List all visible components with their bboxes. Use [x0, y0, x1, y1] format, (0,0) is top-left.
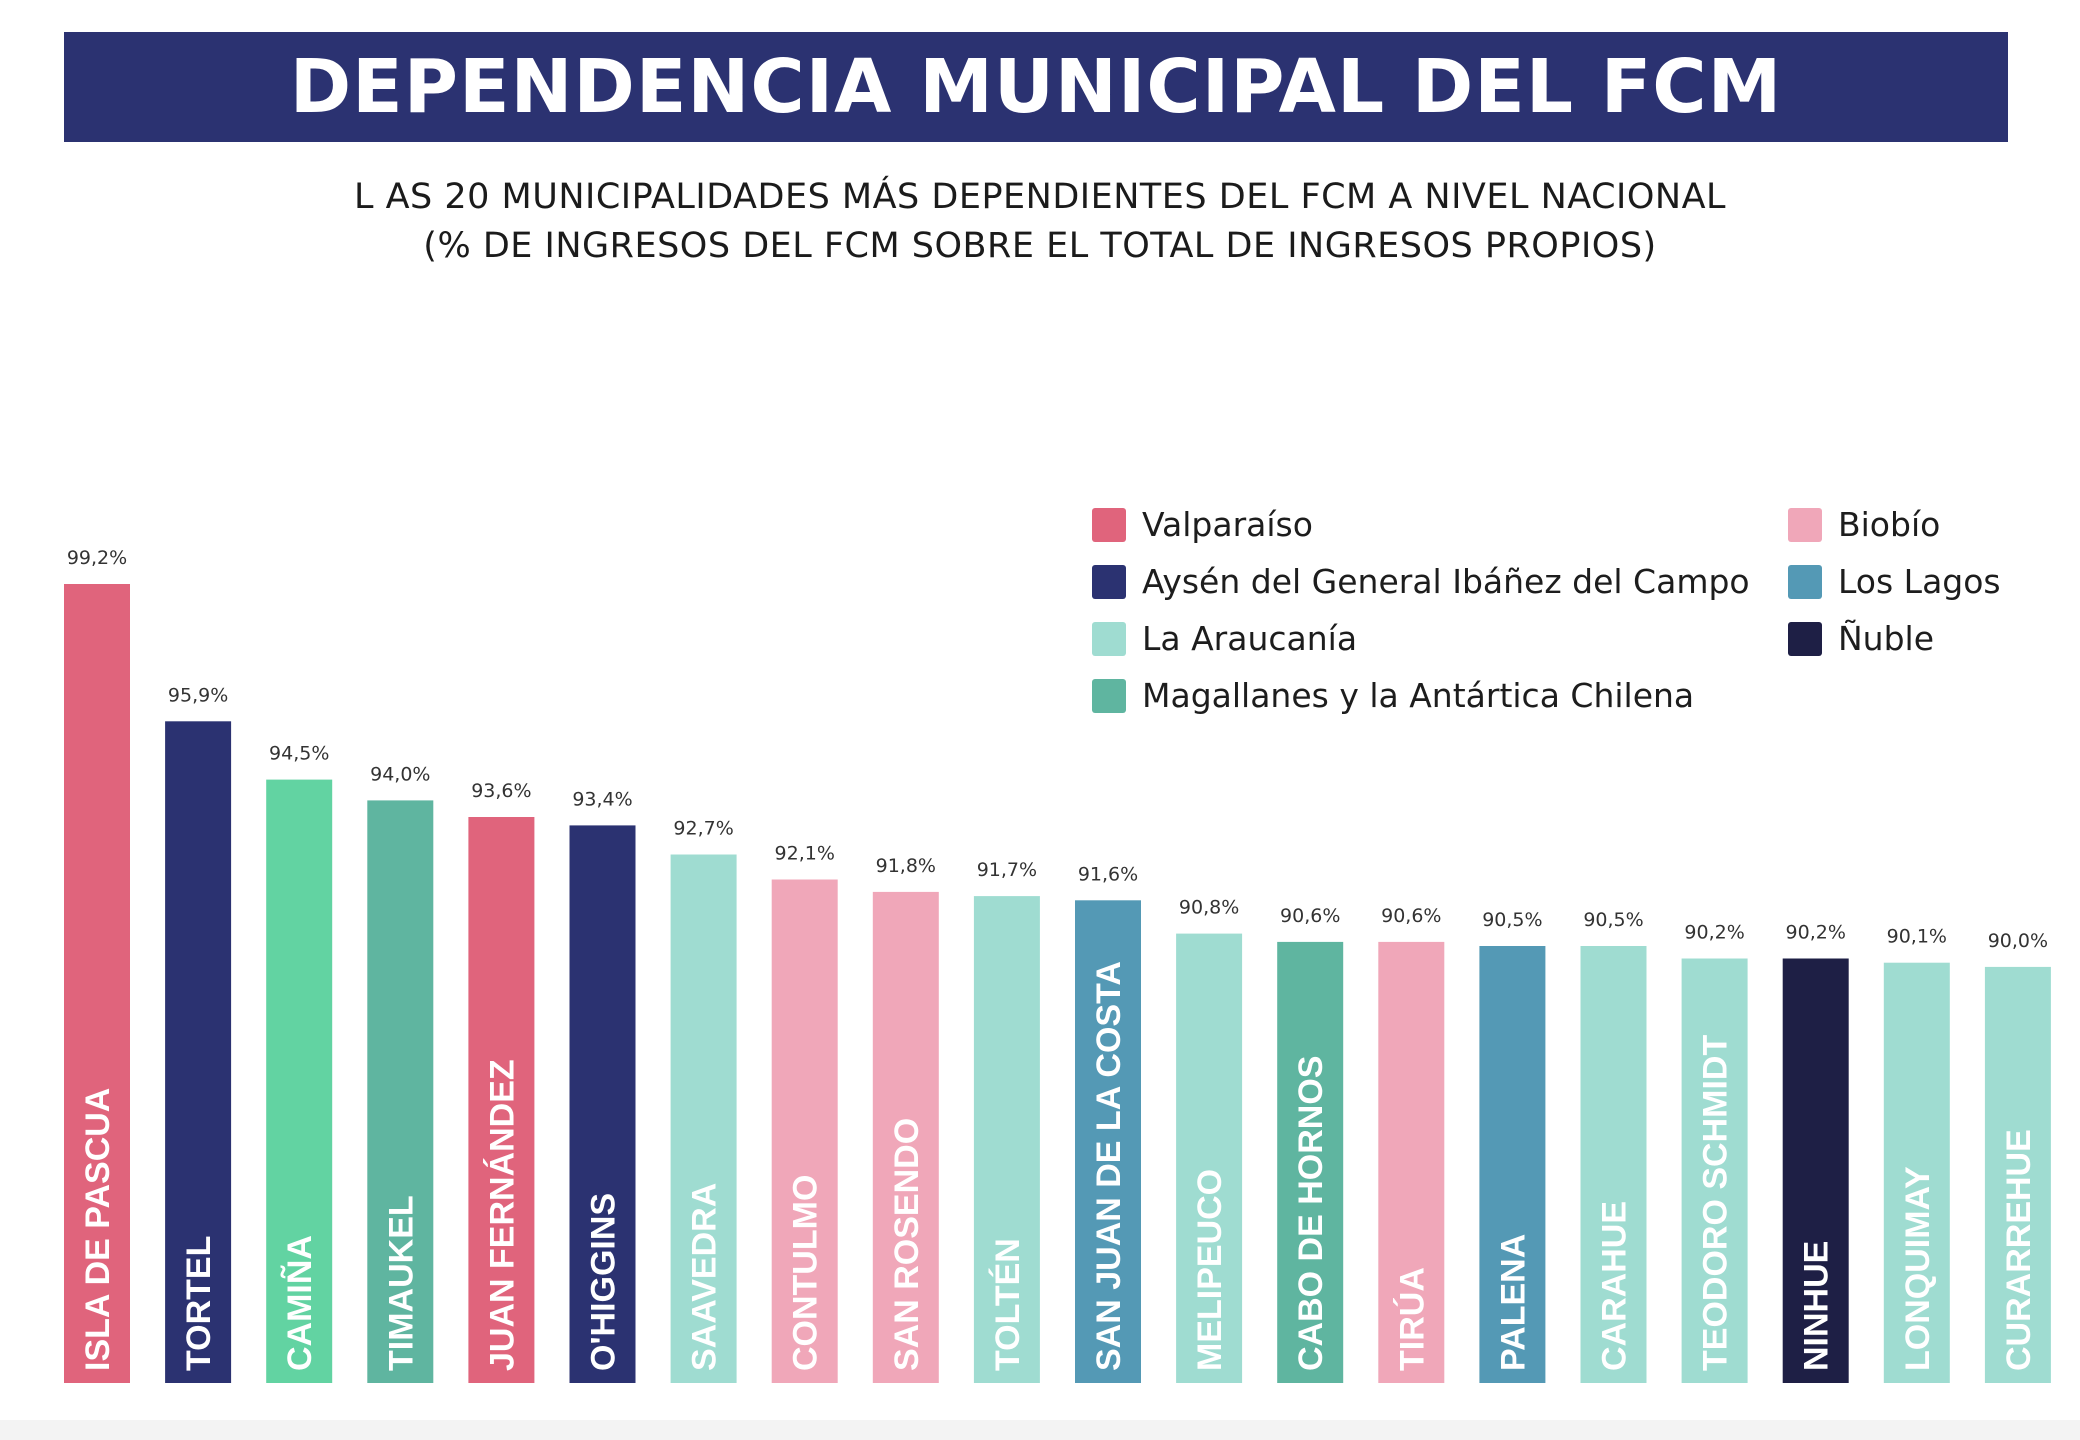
value-label-19: 90,0%: [1988, 930, 2048, 952]
legend-swatch: [1092, 678, 1126, 713]
value-label-9: 91,7%: [977, 859, 1037, 881]
bar-3: [367, 800, 434, 1383]
bar-16: [1681, 958, 1748, 1383]
legend-item-la-araucania: La Araucanía: [1092, 610, 1750, 667]
value-label-16: 90,2%: [1684, 922, 1744, 944]
category-label-17: NINHUE: [1798, 1241, 1836, 1371]
legend-swatch: [1788, 564, 1822, 599]
category-label-3: TIMAUKEL: [382, 1195, 420, 1371]
legend-label: Ñuble: [1838, 619, 1935, 658]
category-label-18: LONQUIMAY: [1899, 1166, 1937, 1371]
legend-column-2: Biobío Los Lagos Ñuble: [1788, 496, 2001, 667]
value-label-15: 90,5%: [1583, 909, 1643, 931]
value-label-11: 90,8%: [1179, 897, 1239, 919]
legend-swatch: [1092, 621, 1126, 656]
value-label-0: 99,2%: [67, 547, 127, 569]
legend-item-valparaiso: Valparaíso: [1092, 496, 1750, 553]
bar-10: [1075, 900, 1141, 1383]
category-label-13: TIRÚA: [1393, 1267, 1431, 1371]
bar-6: [670, 854, 737, 1383]
category-label-12: CABO DE HORNOS: [1292, 1056, 1330, 1371]
bar-0: [64, 584, 130, 1383]
bar-19: [1984, 966, 2051, 1383]
value-label-2: 94,5%: [269, 743, 329, 765]
category-label-15: CARAHUE: [1596, 1201, 1634, 1371]
category-label-14: PALENA: [1494, 1234, 1532, 1371]
page-title: DEPENDENCIA MUNICIPAL DEL FCM: [289, 44, 1783, 130]
legend-label: Biobío: [1838, 505, 1941, 544]
category-label-16: TEODORO SCHMIDT: [1697, 1035, 1735, 1371]
category-label-9: TOLTÉN: [989, 1238, 1027, 1371]
category-label-2: CAMIÑA: [281, 1235, 319, 1371]
value-label-6: 92,7%: [673, 818, 733, 840]
bar-17: [1782, 958, 1849, 1383]
bar-8: [872, 891, 939, 1383]
value-label-3: 94,0%: [370, 763, 430, 785]
value-label-10: 91,6%: [1078, 863, 1138, 885]
legend-item-aysen: Aysén del General Ibáñez del Campo: [1092, 553, 1750, 610]
chart-subtitle-line-2: (% DE INGRESOS DEL FCM SOBRE EL TOTAL DE…: [423, 226, 1657, 266]
value-label-12: 90,6%: [1280, 905, 1340, 927]
bar-14: [1479, 946, 1546, 1383]
value-label-4: 93,6%: [471, 780, 531, 802]
value-label-13: 90,6%: [1381, 905, 1441, 927]
legend-swatch: [1788, 507, 1822, 542]
bar-5: [569, 825, 636, 1383]
legend-label: La Araucanía: [1142, 619, 1358, 658]
category-label-7: CONTULMO: [787, 1175, 825, 1371]
bar-12: [1277, 941, 1344, 1383]
category-label-11: MELIPEUCO: [1191, 1169, 1229, 1371]
bar-1: [165, 721, 232, 1383]
bar-15: [1580, 946, 1647, 1383]
category-label-6: SAAVEDRA: [686, 1183, 724, 1371]
category-label-5: O'HIGGINS: [585, 1193, 623, 1371]
legend-label: Valparaíso: [1142, 505, 1313, 544]
value-label-1: 95,9%: [168, 684, 228, 706]
value-label-7: 92,1%: [775, 843, 835, 865]
legend-label: Aysén del General Ibáñez del Campo: [1142, 562, 1750, 601]
value-label-17: 90,2%: [1786, 922, 1846, 944]
legend-label: Los Lagos: [1838, 562, 2001, 601]
bar-13: [1378, 941, 1445, 1383]
legend-swatch: [1788, 621, 1822, 656]
bar-9: [973, 896, 1040, 1383]
chart-subtitle-line-1: L AS 20 MUNICIPALIDADES MÁS DEPENDIENTES…: [353, 177, 1727, 217]
category-label-10: SAN JUAN DE LA COSTA: [1090, 961, 1128, 1371]
category-label-1: TORTEL: [180, 1236, 218, 1371]
bar-2: [266, 779, 333, 1383]
value-label-14: 90,5%: [1482, 909, 1542, 931]
bar-18: [1883, 962, 1950, 1383]
value-label-8: 91,8%: [876, 855, 936, 877]
value-label-18: 90,1%: [1887, 926, 1947, 948]
legend-item-magallanes: Magallanes y la Antártica Chilena: [1092, 667, 1750, 724]
legend-label: Magallanes y la Antártica Chilena: [1142, 676, 1695, 715]
bar-4: [468, 817, 535, 1383]
legend-swatch: [1092, 507, 1126, 542]
legend-item-nuble: Ñuble: [1788, 610, 2001, 667]
bar-7: [771, 879, 838, 1383]
category-label-19: CURARREHUE: [2000, 1129, 2038, 1371]
legend-column-1: Valparaíso Aysén del General Ibáñez del …: [1092, 496, 1750, 724]
title-banner: DEPENDENCIA MUNICIPAL DEL FCM: [64, 32, 2008, 142]
value-label-5: 93,4%: [572, 788, 632, 810]
category-label-8: SAN ROSENDO: [888, 1118, 926, 1371]
legend-item-los-lagos: Los Lagos: [1788, 553, 2001, 610]
legend-swatch: [1092, 564, 1126, 599]
legend-item-biobio: Biobío: [1788, 496, 2001, 553]
category-label-4: JUAN FERNÁNDEZ: [483, 1059, 521, 1371]
bar-11: [1176, 933, 1243, 1383]
category-label-0: ISLA DE PASCUA: [79, 1088, 117, 1371]
bottom-strip: [0, 1420, 2080, 1440]
